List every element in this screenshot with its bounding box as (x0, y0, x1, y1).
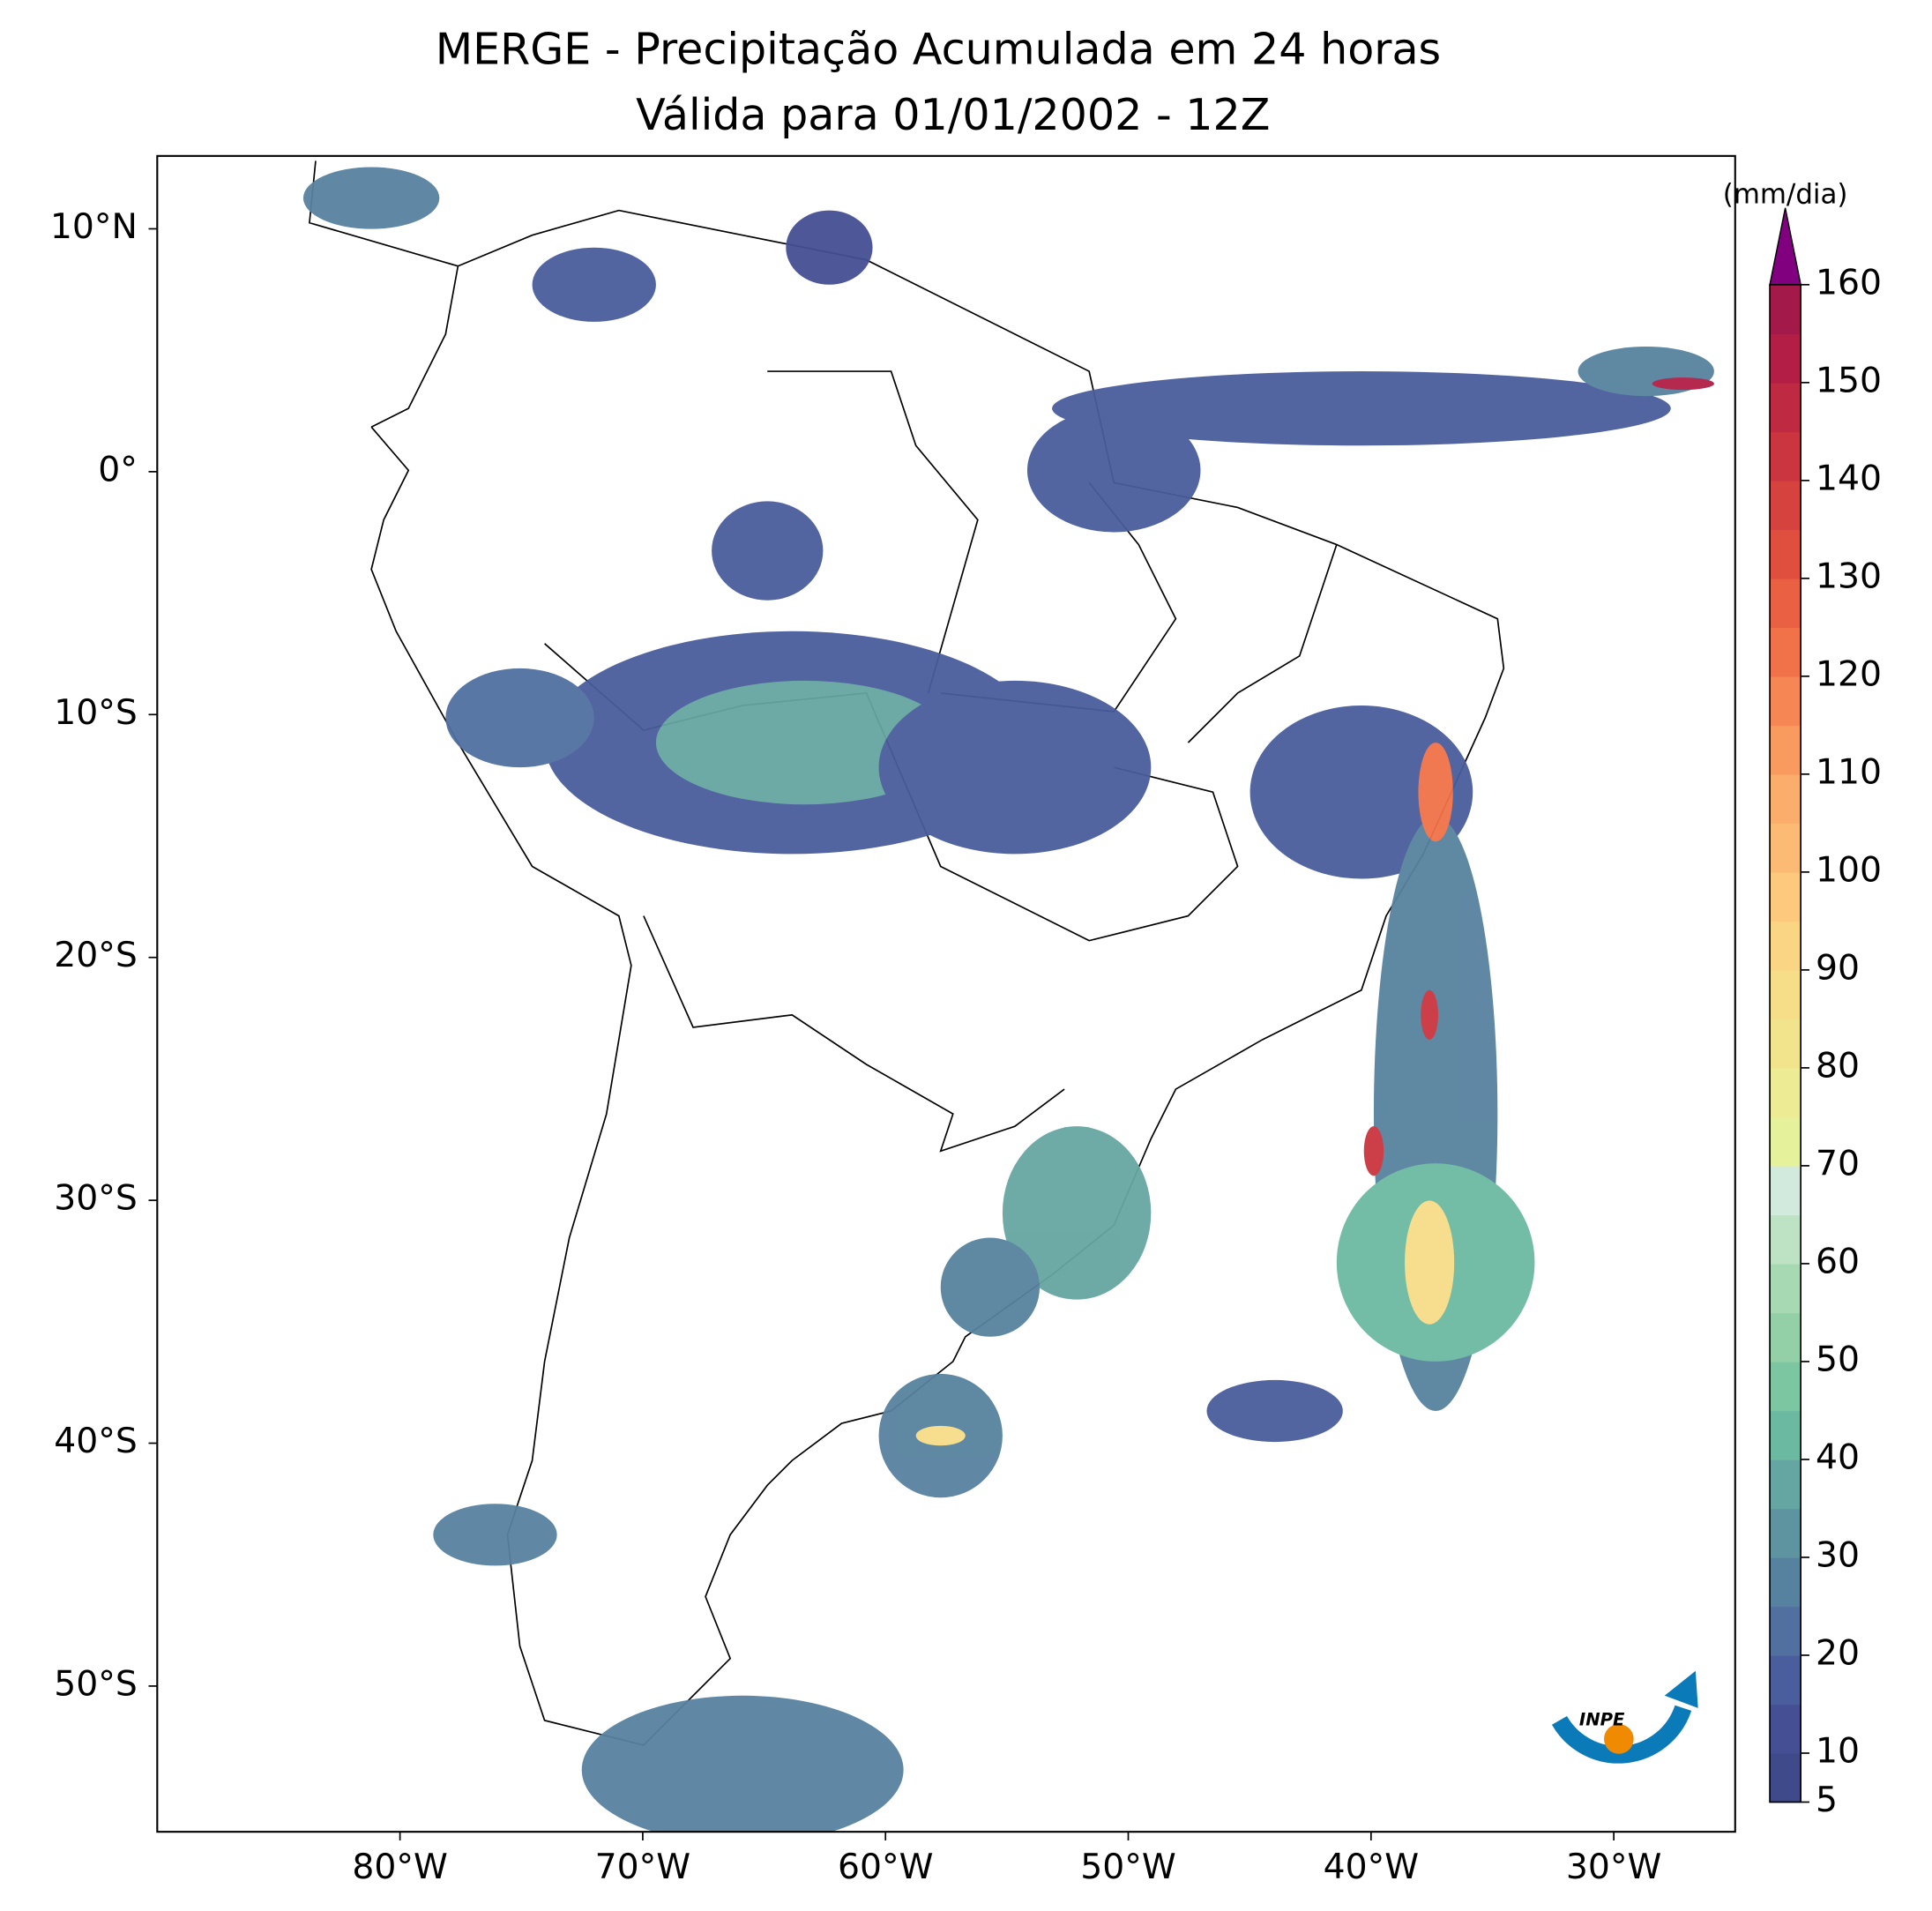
colorbar-tick-label: 130 (1816, 556, 1882, 596)
colorbar-band (1770, 1556, 1801, 1608)
title-line: Válida para 01/01/2002 - 12Z (636, 89, 1270, 140)
continent-outline (309, 160, 1505, 1746)
colorbar-band (1770, 1067, 1801, 1118)
colorbar-band (1770, 871, 1801, 922)
y-tick-label: 10°N (50, 207, 138, 247)
colorbar-band (1770, 1704, 1801, 1754)
colorbar-tick-label: 110 (1816, 752, 1882, 792)
colorbar-tick-label: 30 (1816, 1535, 1860, 1575)
colorbar-band (1770, 578, 1801, 629)
colorbar-band (1770, 1214, 1801, 1265)
colorbar-band (1770, 725, 1801, 775)
colorbar-unit: (mm/dia) (1723, 178, 1848, 210)
colorbar-band (1770, 1116, 1801, 1167)
x-tick-label: 80°W (352, 1848, 447, 1887)
colorbar-band (1770, 382, 1801, 433)
colorbar-band (1770, 921, 1801, 971)
colorbar-tick-label: 50 (1816, 1340, 1860, 1379)
colorbar-band (1770, 333, 1801, 384)
colorbar-band (1770, 1263, 1801, 1314)
y-tick-label: 50°S (54, 1664, 138, 1704)
x-tick-label: 60°W (838, 1848, 933, 1887)
colorbar-band (1770, 676, 1801, 727)
colorbar-band (1770, 1606, 1801, 1656)
map-area: INPE (302, 160, 1714, 1833)
precipitation-field (302, 167, 1714, 1833)
colorbar-band (1770, 773, 1801, 825)
colorbar-tick-label: 160 (1816, 263, 1882, 302)
colorbar-band (1770, 823, 1801, 873)
colorbar-band (1770, 431, 1801, 481)
colorbar-band (1770, 284, 1801, 335)
colorbar-tick-label: 140 (1816, 459, 1882, 498)
colorbar-tick-label: 90 (1816, 948, 1860, 988)
x-tick-label: 30°W (1566, 1848, 1661, 1887)
map-frame (156, 154, 1736, 1833)
colorbar-extend (1769, 207, 1802, 286)
colorbar-band (1770, 1312, 1801, 1362)
colorbar-band (1770, 1165, 1801, 1216)
colorbar-tick-label: 40 (1816, 1437, 1860, 1477)
colorbar-band (1770, 1019, 1801, 1069)
colorbar-frame (1769, 283, 1802, 1803)
colorbar-tick-label: 120 (1816, 654, 1882, 694)
colorbar-band (1770, 1361, 1801, 1412)
colorbar-band (1770, 1459, 1801, 1510)
colorbar-band (1770, 969, 1801, 1020)
colorbar-tick-label: 5 (1816, 1780, 1838, 1820)
colorbar-band (1770, 627, 1801, 677)
colorbar-tick-label: 100 (1816, 850, 1882, 890)
y-tick-label: 40°S (54, 1422, 138, 1461)
inpe-logo: INPE (1551, 1670, 1698, 1764)
x-tick-label: 70°W (595, 1848, 690, 1887)
logo-text: INPE (1579, 1709, 1625, 1729)
y-tick-label: 10°S (54, 693, 138, 733)
y-tick-label: 0° (98, 450, 138, 489)
colorbar-band (1770, 1654, 1801, 1706)
x-tick-label: 40°W (1324, 1848, 1419, 1887)
y-tick-label: 30°S (54, 1179, 138, 1219)
colorbar-band (1770, 529, 1801, 579)
colorbar-band (1770, 1410, 1801, 1460)
y-tick-label: 20°S (54, 936, 138, 975)
title-line: MERGE - Precipitação Acumulada em 24 hor… (436, 23, 1441, 74)
colorbar-band (1770, 480, 1801, 531)
colorbar-tick-label: 150 (1816, 361, 1882, 400)
colorbar-tick-label: 10 (1816, 1731, 1860, 1771)
colorbar-tick-label: 70 (1816, 1144, 1860, 1183)
colorbar-band (1770, 1752, 1801, 1803)
colorbar-tick-label: 60 (1816, 1242, 1860, 1281)
colorbar-band (1770, 1508, 1801, 1558)
colorbar-tick-label: 80 (1816, 1046, 1860, 1086)
colorbar-tick-label: 20 (1816, 1633, 1860, 1673)
x-tick-label: 50°W (1080, 1848, 1175, 1887)
